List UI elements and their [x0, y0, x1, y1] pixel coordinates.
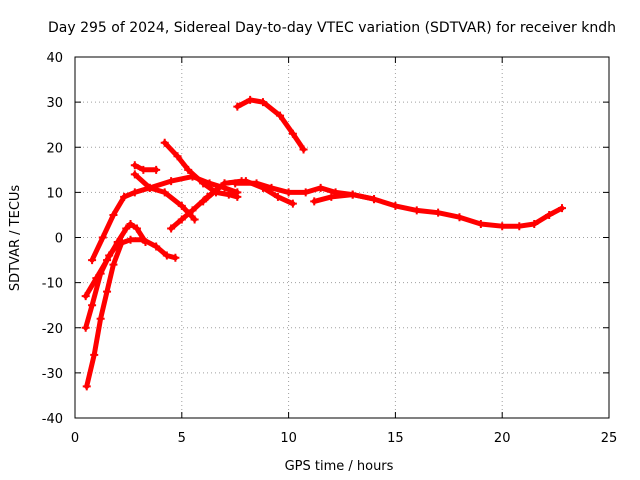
data-point — [109, 210, 118, 219]
data-point — [126, 219, 135, 228]
grid-layer — [75, 57, 609, 418]
data-point — [498, 222, 507, 231]
data-point — [139, 165, 148, 174]
y-tick-label: -20 — [42, 322, 63, 337]
data-point — [139, 235, 148, 244]
data-point — [81, 323, 90, 332]
data-point — [171, 253, 180, 262]
data-point — [233, 192, 242, 201]
data-point — [301, 188, 310, 197]
x-tick-label: 5 — [178, 431, 186, 446]
data-point — [122, 224, 131, 233]
data-point — [90, 350, 99, 359]
data-point — [284, 188, 293, 197]
data-point — [109, 260, 118, 269]
chart-title: Day 295 of 2024, Sidereal Day-to-day VTE… — [48, 20, 616, 36]
data-point — [455, 213, 464, 222]
data-point — [476, 219, 485, 228]
y-tick-label: 0 — [55, 232, 63, 247]
data-point — [96, 314, 105, 323]
data-point — [173, 152, 182, 161]
data-point — [177, 215, 186, 224]
data-point — [167, 177, 176, 186]
data-series-track-11 — [311, 192, 377, 204]
data-point — [231, 179, 240, 188]
y-tick-label: 30 — [46, 96, 63, 111]
data-point — [177, 201, 186, 210]
data-point — [434, 208, 443, 217]
data-point — [98, 233, 107, 242]
x-tick-label: 10 — [280, 431, 297, 446]
data-point — [199, 179, 208, 188]
data-point — [273, 192, 282, 201]
data-point — [130, 188, 139, 197]
data-series-track-4 — [84, 239, 125, 389]
data-point — [558, 204, 567, 213]
data-point — [96, 269, 105, 278]
x-tick-label: 15 — [387, 431, 404, 446]
data-point — [188, 206, 197, 215]
data-point — [316, 183, 325, 192]
data-point — [103, 287, 112, 296]
y-tick-label: -40 — [42, 412, 63, 427]
data-point — [167, 224, 176, 233]
data-point — [160, 188, 169, 197]
data-point — [184, 165, 193, 174]
data-point — [276, 111, 285, 120]
data-point — [190, 215, 199, 224]
data-point — [412, 206, 421, 215]
data-point — [310, 197, 319, 206]
y-tick-label: 20 — [46, 141, 63, 156]
data-point — [327, 192, 336, 201]
data-point — [267, 183, 276, 192]
data-point — [105, 251, 114, 260]
data-point — [152, 242, 161, 251]
data-point — [199, 197, 208, 206]
data-point — [224, 190, 233, 199]
data-point — [391, 201, 400, 210]
data-point — [370, 195, 379, 204]
x-axis-label: GPS time / hours — [285, 459, 394, 474]
y-tick-label: 40 — [46, 51, 63, 66]
data-point — [348, 190, 357, 199]
data-point — [160, 138, 169, 147]
data-point — [130, 170, 139, 179]
data-point — [530, 219, 539, 228]
data-point — [545, 210, 554, 219]
data-point — [299, 145, 308, 154]
data-point — [81, 292, 90, 301]
x-tick-label: 0 — [71, 431, 79, 446]
data-point — [288, 129, 297, 138]
data-point — [117, 238, 126, 247]
data-point — [126, 235, 135, 244]
data-point — [288, 199, 297, 208]
y-tick-label: -10 — [42, 277, 63, 292]
y-tick-label: 10 — [46, 186, 63, 201]
data-point — [120, 192, 129, 201]
data-point — [220, 179, 229, 188]
data-point — [152, 165, 161, 174]
data-point — [515, 222, 524, 231]
series-layer — [81, 95, 567, 391]
data-point — [246, 95, 255, 104]
data-point — [145, 183, 154, 192]
data-series-track-10 — [232, 180, 565, 229]
x-tick-label: 20 — [494, 431, 511, 446]
data-point — [252, 179, 261, 188]
tick-layer: 0 5 10 15 20 25 -40 -30 -20 -10 0 10 20 30 40 — [42, 51, 618, 446]
data-point — [130, 161, 139, 170]
data-point — [82, 382, 91, 391]
data-point — [88, 256, 97, 265]
x-tick-label: 25 — [601, 431, 618, 446]
data-point — [88, 301, 97, 310]
y-axis-label: SDTVAR / TECUs — [8, 185, 23, 292]
data-point — [162, 251, 171, 260]
data-point — [132, 224, 141, 233]
data-series-track-12 — [234, 97, 307, 152]
data-point — [233, 102, 242, 111]
y-tick-label: -30 — [42, 367, 63, 382]
data-point — [258, 98, 267, 107]
